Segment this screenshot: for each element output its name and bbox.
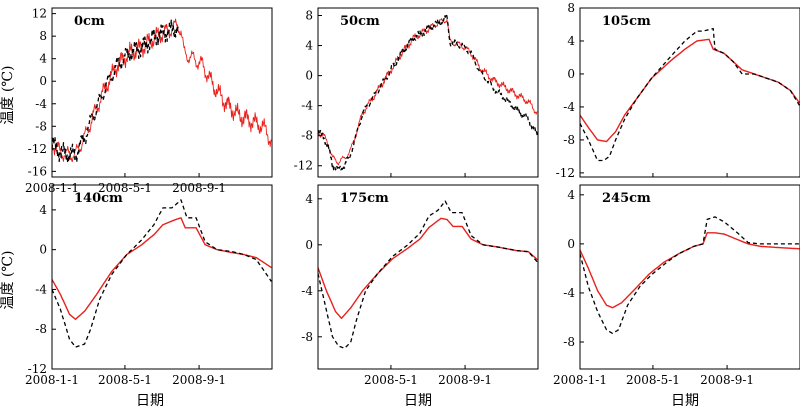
panel-depth-label: 245cm — [602, 191, 651, 206]
x-tick-label: 2008-5-1 — [98, 373, 152, 387]
series-line-solid — [579, 38, 800, 143]
series-line-solid — [51, 217, 272, 320]
y-tick-label: 0 — [567, 237, 575, 251]
y-tick-label: 0 — [567, 67, 575, 81]
series-line-solid — [579, 232, 800, 309]
y-tick-label: -4 — [35, 282, 47, 296]
y-tick-label: -12 — [28, 362, 47, 376]
x-tick-label: 2008-5-1 — [364, 373, 418, 387]
panel-depth-label: 140cm — [74, 191, 123, 206]
y-tick-label: 4 — [567, 188, 575, 202]
plot-frame — [317, 7, 539, 178]
panel-depth-label: 175cm — [340, 191, 389, 206]
chart-panel-6: 4 0 -4 -8 2008-1-1 2008-5-1 2008-9-1 245cm — [553, 184, 800, 387]
y-tick-label: 8 — [305, 9, 313, 23]
y-tick-label: -8 — [563, 133, 575, 147]
y-tick-label: -4 — [301, 284, 313, 298]
y-tick-label: -4 — [35, 97, 47, 111]
chart-panel-2: 8 4 0 -4 -8 -12 50cm — [294, 7, 539, 178]
series-line-dashed — [317, 13, 539, 172]
y-tick-label: -12 — [294, 159, 313, 173]
x-axis-title-right: 日期 — [671, 393, 699, 409]
y-tick-label: -4 — [563, 100, 575, 114]
series-line-dashed — [317, 200, 538, 349]
series-line-dashed — [579, 27, 800, 162]
y-tick-label: -8 — [301, 129, 313, 143]
x-tick-label: 2008-9-1 — [700, 373, 754, 387]
y-axis-title-top: 温度 (℃) — [0, 65, 16, 124]
y-tick-label: 12 — [32, 7, 47, 21]
y-tick-label: -8 — [35, 119, 47, 133]
x-tick-label: 2008-1-1 — [553, 373, 607, 387]
plot-frame — [51, 184, 273, 370]
x-axis-title-center: 日期 — [404, 393, 432, 409]
panel-depth-label: 0cm — [74, 14, 105, 29]
plot-frame — [317, 184, 539, 370]
x-axis-title-left: 日期 — [136, 393, 164, 409]
series-line-dashed — [51, 18, 179, 164]
series-line-solid — [317, 217, 538, 320]
plot-frame — [579, 184, 800, 370]
panel-depth-label: 50cm — [340, 14, 380, 29]
series-line-dashed — [51, 199, 272, 348]
x-tick-label: 2008-9-1 — [438, 373, 492, 387]
y-tick-label: 4 — [305, 192, 313, 206]
y-tick-label: 8 — [39, 29, 47, 43]
chart-panel-3: 8 4 0 -4 -8 -12 105cm — [556, 1, 800, 180]
y-tick-label: -12 — [28, 142, 47, 156]
y-tick-label: 0 — [39, 243, 47, 257]
y-tick-label: -8 — [563, 335, 575, 349]
x-tick-label: 2008-9-1 — [172, 373, 226, 387]
y-tick-label: 4 — [39, 203, 47, 217]
y-tick-label: 4 — [567, 34, 575, 48]
series-line-solid — [51, 18, 272, 162]
y-tick-label: 4 — [39, 52, 47, 66]
y-tick-label: -12 — [556, 166, 575, 180]
series-line-solid — [317, 18, 538, 166]
series-line-dashed — [579, 216, 800, 335]
plot-frame — [579, 7, 800, 178]
y-tick-label: 0 — [39, 74, 47, 88]
x-tick-label: 2008-5-1 — [626, 373, 680, 387]
y-tick-label: -16 — [28, 164, 47, 178]
x-tick-label: 2008-1-1 — [25, 373, 79, 387]
plot-frame — [51, 7, 273, 178]
y-tick-label: -4 — [301, 99, 313, 113]
y-tick-label: 0 — [305, 69, 313, 83]
chart-panel-5: 4 0 -4 -8 2008-5-1 2008-9-1 175cm — [301, 184, 539, 387]
y-tick-label: 8 — [567, 1, 575, 15]
y-tick-label: -8 — [301, 330, 313, 344]
y-tick-label: -8 — [35, 322, 47, 336]
panel-depth-label: 105cm — [602, 14, 651, 29]
y-axis-title-bottom: 温度 (℃) — [0, 250, 16, 309]
x-tick-label: 2008-9-1 — [172, 181, 226, 195]
y-tick-label: -4 — [563, 286, 575, 300]
y-tick-label: 0 — [305, 238, 313, 252]
y-tick-label: 4 — [305, 39, 313, 53]
